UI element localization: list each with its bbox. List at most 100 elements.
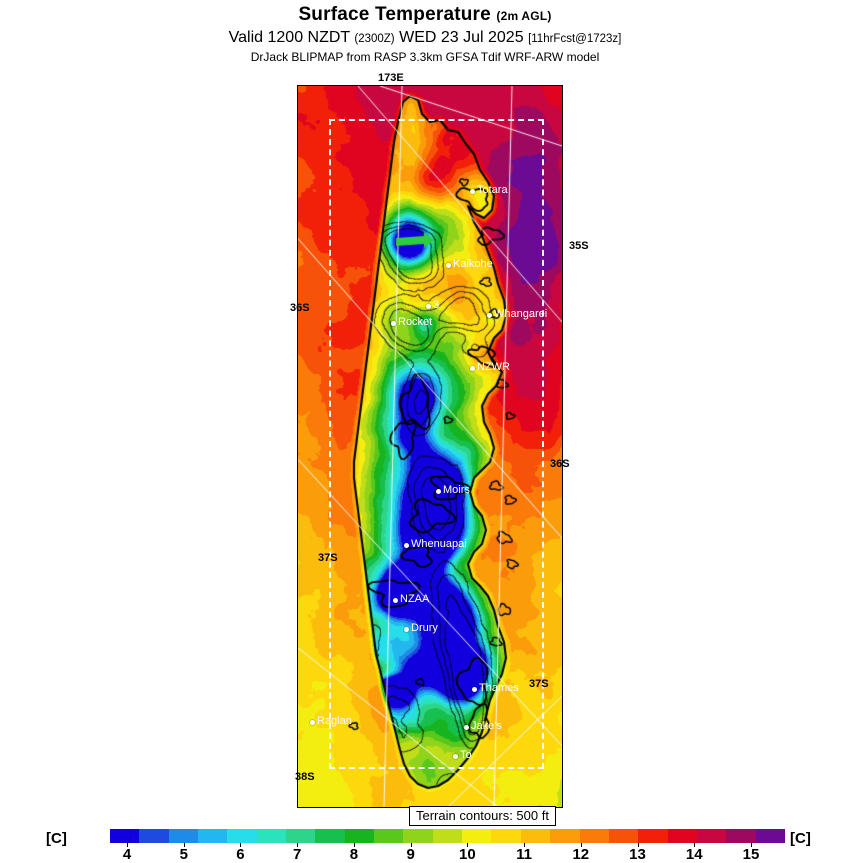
valid-time-line: Valid 1200 NZDT (2300Z) WED 23 Jul 2025 …	[0, 29, 850, 47]
colorbar-tick	[580, 843, 582, 847]
colorbar-tick-label: 14	[685, 846, 703, 863]
colorbar-tick-label: 10	[459, 846, 476, 863]
graticule-label: 37S	[318, 552, 338, 564]
station-dot-icon	[391, 321, 396, 326]
station-dot-icon	[310, 720, 315, 725]
station-dot-icon	[464, 725, 469, 730]
colorbar-tick	[127, 843, 129, 847]
colorbar-tick	[637, 843, 639, 847]
graticule-label: 36S	[550, 458, 570, 470]
colorbar-tick-label: 7	[293, 846, 302, 863]
station-dot-icon	[470, 366, 475, 371]
colorbar-tick-label: 12	[572, 846, 590, 863]
colorbar-unit-right: [C]	[790, 830, 811, 847]
station-label: Rocket	[398, 316, 433, 328]
title-block: Surface Temperature (2m AGL) Valid 1200 …	[0, 0, 850, 64]
colorbar-tick-label: 13	[629, 846, 646, 863]
valid-local-time: Valid 1200 NZDT	[228, 29, 350, 46]
colorbar-swatch	[432, 829, 463, 843]
station-label: 3	[433, 299, 440, 311]
graticule-label: 35S	[569, 240, 589, 252]
station-label: Totara	[477, 184, 508, 196]
colorbar-swatch	[667, 829, 697, 843]
graticule-label: 38S	[295, 771, 315, 783]
colorbar-swatch	[198, 829, 228, 843]
station-dot-icon	[472, 687, 477, 692]
graticule-label: 173E	[378, 72, 404, 84]
station-label: Jake's	[471, 720, 502, 732]
colorbar-swatch	[579, 829, 609, 843]
colorbar-unit-left: [C]	[46, 830, 67, 847]
colorbar-tick-label: 11	[516, 846, 532, 863]
colorbar-swatch	[110, 829, 140, 843]
colorbar-swatch	[256, 829, 287, 843]
colorbar-swatch	[462, 829, 492, 843]
station-label: Thames	[479, 682, 519, 694]
station-label: Raglan	[317, 715, 352, 727]
station-label: Whangarei	[494, 308, 548, 320]
colorbar-gradient	[110, 829, 785, 843]
colorbar-tick-label: 9	[406, 846, 415, 863]
forecast-tag: [11hrFcst@1723z]	[528, 33, 622, 45]
colorbar-swatch	[550, 829, 580, 843]
colorbar-tick	[353, 843, 355, 847]
colorbar-swatch	[696, 829, 727, 843]
colorbar-tick	[240, 843, 242, 847]
colorbar-tick-label: 4	[122, 846, 132, 863]
station-label: NZAA	[400, 593, 430, 605]
station-dot-icon	[404, 543, 409, 548]
colorbar-swatch	[755, 829, 785, 843]
station-dot-icon	[446, 263, 451, 268]
colorbar-tick-label: 8	[349, 846, 359, 863]
page-title: Surface Temperature (2m AGL)	[0, 4, 850, 26]
terrain-contour-legend: Terrain contours: 500 ft	[409, 806, 556, 826]
temperature-field-canvas	[298, 86, 562, 807]
colorbar-swatch	[726, 829, 756, 843]
colorbar-tick	[183, 843, 185, 847]
station-label: Drury	[411, 622, 438, 634]
colorbar-tick-label: 6	[236, 846, 245, 863]
station-dot-icon	[436, 489, 441, 494]
colorbar-swatch	[491, 829, 521, 843]
colorbar-swatch	[168, 829, 199, 843]
station-dot-icon	[393, 598, 398, 603]
colorbar-tick	[467, 843, 469, 847]
graticule-label: 36S	[290, 302, 310, 314]
station-label: Moirs	[443, 484, 470, 496]
model-source-line: DrJack BLIPMAP from RASP 3.3km GFSA Tdif…	[250, 50, 600, 64]
station-label: Kaikohe	[453, 258, 493, 270]
temperature-map[interactable]: Totara Kaikohe 3 Rocket Whangarei NZWR Moirs Wh…	[297, 85, 563, 808]
colorbar-tick	[694, 843, 696, 847]
station-label: Whenuapai	[411, 538, 467, 550]
colorbar-tick	[524, 843, 526, 847]
colorbar-swatch	[374, 829, 404, 843]
colorbar-tick-label: 5	[179, 846, 188, 863]
graticule-label: 37S	[529, 678, 549, 690]
colorbar-tick-labels: 4 5 6 7 8 9 10 11 12 13 14 15	[110, 843, 785, 863]
colorbar-tick-label: 15	[742, 846, 760, 863]
station-dot-icon	[470, 189, 475, 194]
title-main-sub: (2m AGL)	[496, 9, 552, 23]
colorbar-tick	[410, 843, 412, 847]
colorbar-swatch	[286, 829, 316, 843]
colorbar-swatch	[638, 829, 668, 843]
colorbar: [C] [C] 4 5 6 7 8 9 10 11 12 13 14 15	[0, 826, 850, 863]
colorbar-tick	[297, 843, 299, 847]
title-main: Surface Temperature	[298, 4, 491, 25]
colorbar-swatch	[608, 829, 639, 843]
station-label: NZWR	[477, 361, 510, 373]
colorbar-swatch	[520, 829, 551, 843]
valid-utc-time: (2300Z)	[354, 33, 395, 45]
station-dot-icon	[453, 754, 458, 759]
colorbar-swatch	[227, 829, 257, 843]
station-dot-icon	[404, 627, 409, 632]
station-dot-icon	[426, 304, 431, 309]
colorbar-swatch	[403, 829, 433, 843]
colorbar-swatch	[344, 829, 375, 843]
valid-date: WED 23 Jul 2025	[399, 29, 524, 46]
station-label: To	[460, 749, 472, 761]
station-dot-icon	[487, 313, 492, 318]
colorbar-swatch	[139, 829, 169, 843]
colorbar-swatch	[315, 829, 345, 843]
colorbar-tick	[750, 843, 752, 847]
